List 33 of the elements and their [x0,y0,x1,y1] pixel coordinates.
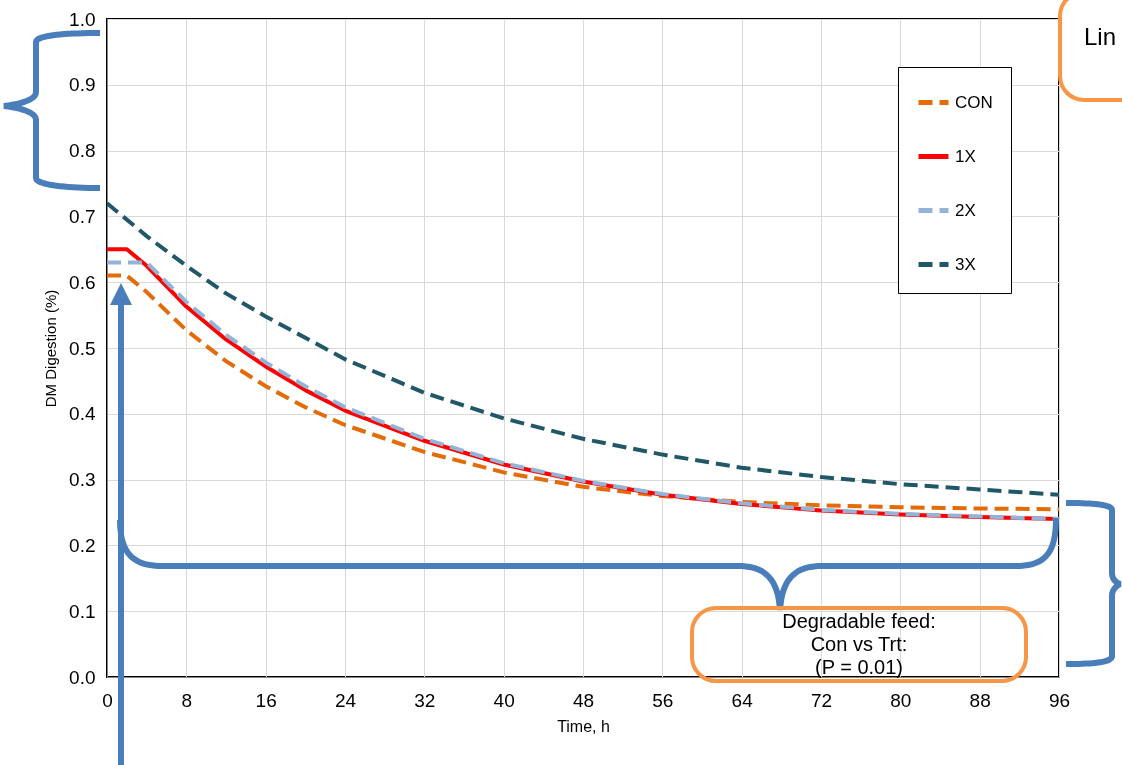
x-tick-label: 56 [652,689,674,711]
y-tick-label: 0.8 [69,140,96,162]
x-axis-title: Time, h [557,717,610,735]
y-tick-label: 0.6 [69,271,96,293]
x-tick-label: 88 [969,689,991,711]
y-tick-label: 0.9 [69,74,96,96]
y-axis-title: DM Digestion (%) [42,289,60,408]
x-tick-label: 80 [890,689,912,711]
y-tick-label: 0.7 [69,205,96,227]
y-tick-label: 0.5 [69,337,96,359]
legend-label: 1X [955,146,976,166]
legend-label: 3X [955,254,976,274]
callout-box: Degradable feed: Con vs Trt: (P = 0.01) [690,606,1028,683]
legend-label: 2X [955,200,976,220]
y-tick-label: 1.0 [69,8,96,30]
y-tick-label: 0.0 [69,666,96,688]
y-tick-label: 0.3 [69,469,96,491]
callout-box: Lin [1058,0,1122,102]
x-tick-label: 0 [102,689,113,711]
y-tick-label: 0.2 [69,534,96,556]
y-tick-label: 0.4 [69,403,96,425]
x-tick-label: 40 [493,689,515,711]
y-tick-label: 0.1 [69,600,96,622]
line-series [107,201,1059,497]
x-tick-label: 72 [810,689,833,711]
x-tick-label: 32 [414,689,436,711]
x-tick-label: 24 [334,689,357,711]
x-tick-label: 96 [1048,689,1071,711]
x-tick-label: 48 [572,689,595,711]
legend-label: CON [955,92,993,112]
x-tick-label: 64 [731,689,754,711]
x-tick-label: 16 [255,689,277,711]
x-tick-label: 8 [181,689,193,711]
